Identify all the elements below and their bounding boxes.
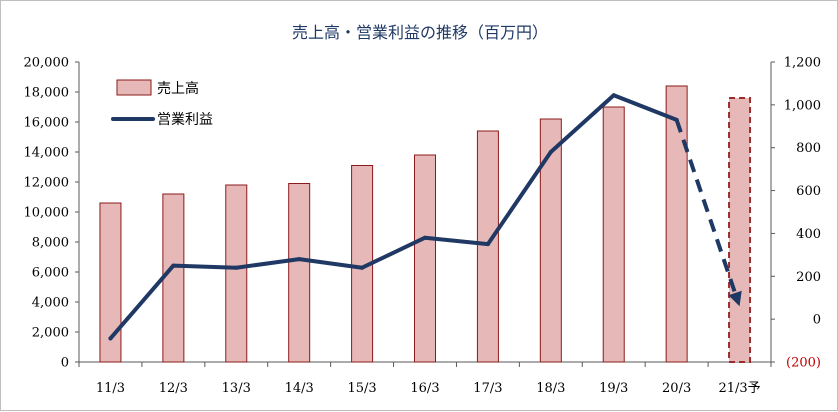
- left-axis-tick-label: 4,000: [32, 296, 69, 311]
- left-axis-tick-label: 6,000: [32, 266, 69, 281]
- right-axis-tick-label: 400: [796, 227, 821, 242]
- x-axis-tick-label: 11/3: [96, 381, 125, 396]
- profit-line: [108, 93, 679, 341]
- left-axis-tick-label: 18,000: [24, 86, 70, 101]
- x-axis-tick-label: 13/3: [222, 381, 251, 396]
- profit-forecast-line: [674, 119, 738, 297]
- x-axis-tick-label: 15/3: [347, 381, 376, 396]
- bar: [288, 183, 311, 363]
- x-axis-tick-label: 20/3: [662, 381, 691, 396]
- profit-point: [234, 265, 239, 270]
- profit-point: [674, 117, 679, 122]
- profit-forecast-arrowhead: [728, 290, 742, 307]
- left-axis-tick-label: 2,000: [32, 326, 69, 341]
- profit-point: [108, 336, 113, 341]
- bar: [99, 202, 122, 363]
- x-axis-tick-label: 12/3: [159, 381, 188, 396]
- bar: [539, 118, 562, 363]
- left-axis-tick-label: 16,000: [24, 116, 70, 131]
- left-axis-tick-label: 8,000: [32, 236, 69, 251]
- left-axis-tick-label: 14,000: [24, 146, 70, 161]
- x-axis-tick-label: 14/3: [285, 381, 314, 396]
- profit-point: [171, 263, 176, 268]
- left-axis-tick-label: 10,000: [24, 206, 70, 221]
- bar: [665, 85, 688, 363]
- right-axis-tick-label: 200: [796, 270, 821, 285]
- legend-swatch-bar: [116, 79, 152, 96]
- x-axis-tick-label: 19/3: [599, 381, 628, 396]
- legend-label-sales: 売上高: [157, 80, 199, 97]
- right-axis-tick-label: 1,000: [784, 98, 821, 113]
- x-axis-tick-label: 16/3: [410, 381, 439, 396]
- profit-point: [548, 150, 553, 154]
- left-axis-tick-label: 12,000: [24, 176, 70, 191]
- legend-label-profit: 営業利益: [157, 112, 213, 128]
- right-axis-tick-label: 1,200: [784, 56, 821, 71]
- x-axis-tick-label: 17/3: [473, 381, 502, 396]
- bar-forecast: [728, 97, 752, 363]
- bars-layer: [99, 85, 752, 363]
- right-axis-tick-label: 0: [813, 313, 821, 328]
- left-axis-tick-label: 20,000: [24, 56, 70, 71]
- left-axis-tick-label: 0: [61, 356, 69, 371]
- line-layer: [108, 93, 742, 341]
- right-axis-tick-label: 600: [796, 184, 821, 199]
- bar: [602, 106, 625, 363]
- bar: [476, 130, 499, 363]
- x-axis-tick-label: 21/3予: [718, 381, 760, 396]
- profit-point: [423, 235, 427, 240]
- chart-title: 売上高・営業利益の推移（百万円）: [292, 23, 548, 42]
- legend: 売上高 営業利益: [111, 79, 213, 128]
- profit-point: [611, 93, 616, 98]
- profit-point: [360, 265, 365, 270]
- x-axis-tick-label: 18/3: [536, 381, 565, 396]
- profit-point: [485, 242, 490, 247]
- bar: [414, 154, 436, 363]
- bar: [162, 193, 185, 363]
- bar: [225, 184, 248, 363]
- right-axis-tick-label: 800: [796, 141, 821, 156]
- right-axis-tick-label: (200): [786, 356, 821, 371]
- profit-point: [297, 257, 302, 262]
